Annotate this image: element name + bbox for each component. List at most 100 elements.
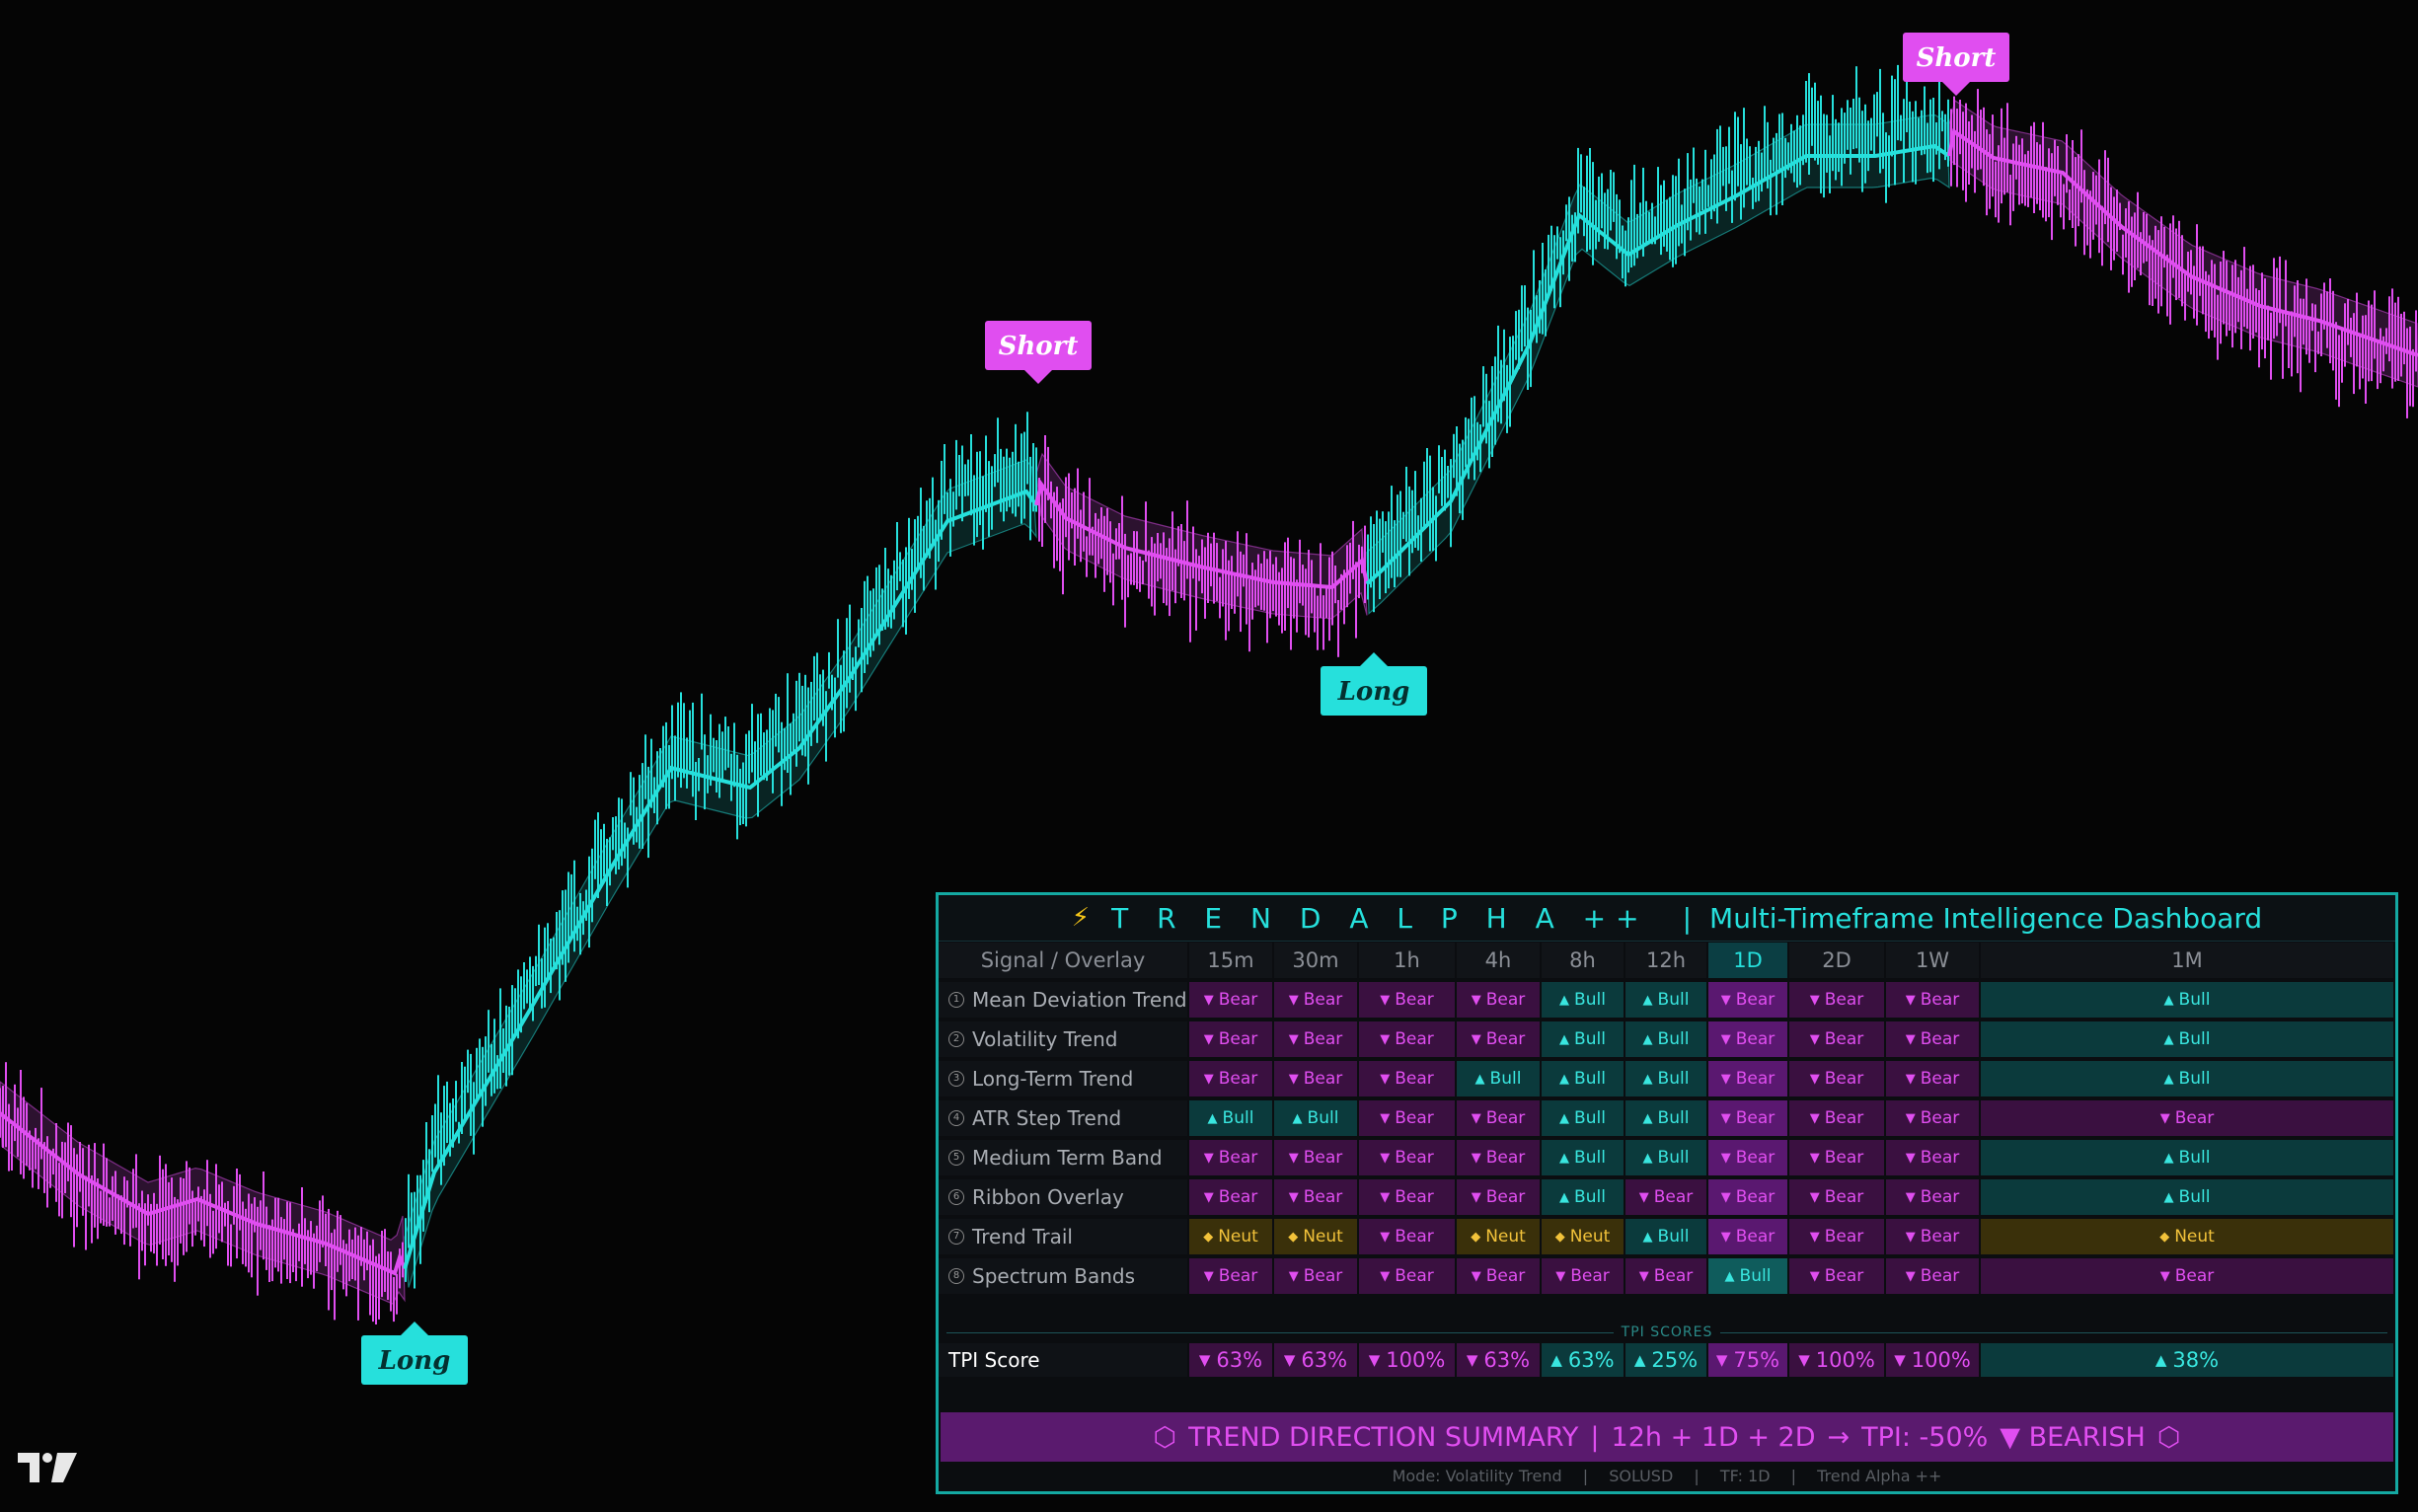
tf-header-1M: 1M — [1981, 943, 2395, 980]
triangle-down-icon: ▼ — [1471, 1189, 1481, 1205]
signal-value: Bear — [1218, 990, 1258, 1010]
signal-value: Bear — [1395, 1148, 1434, 1168]
triangle-down-icon: ▼ — [1203, 1189, 1214, 1205]
signal-value: Bear — [1735, 1187, 1776, 1207]
signal-value: Bear — [1303, 1148, 1343, 1168]
signal-cell: ▼ Bear — [1789, 1258, 1886, 1296]
signal-cell: ▼ Bear — [1274, 1061, 1359, 1098]
signal-label: 7 Trend Trail — [939, 1219, 1189, 1256]
signal-cell: ▼ Bear — [1886, 982, 1981, 1020]
signal-value: Bull — [1657, 1069, 1690, 1089]
signal-value: Neut — [2174, 1227, 2215, 1247]
footer-timeframe: TF: 1D — [1719, 1467, 1771, 1485]
signal-value: Bull — [1657, 1029, 1690, 1049]
signal-cell: ▲ Bull — [1625, 982, 1708, 1020]
triangle-up-icon: ▲ — [1642, 1071, 1653, 1087]
triangle-up-icon: ▲ — [1559, 992, 1570, 1008]
short-signal-label: Short — [985, 321, 1092, 384]
summary-separator: | — [1590, 1421, 1600, 1453]
trend-summary-banner: ⬡ TREND DIRECTION SUMMARY | 12h + 1D + 2… — [941, 1412, 2393, 1462]
triangle-up-icon: ▲ — [2154, 1351, 2167, 1369]
signal-cell: ▼ Bear — [1789, 1219, 1886, 1256]
signal-value: Bear — [1218, 1266, 1258, 1286]
tpi-cell: ▼ 100% — [1789, 1343, 1886, 1379]
tf-header-15m: 15m — [1189, 943, 1274, 980]
signal-value: Bear — [1735, 1029, 1776, 1049]
tpi-cell: ▼ 100% — [1359, 1343, 1457, 1379]
triangle-down-icon: ▼ — [1809, 1110, 1820, 1126]
summary-tpi: TPI: -50% — [1861, 1421, 1989, 1453]
signal-value: Bear — [1303, 1266, 1343, 1286]
triangle-down-icon: ▼ — [1638, 1189, 1649, 1205]
signal-cell: ▼ Bear — [1274, 1140, 1359, 1177]
triangle-up-icon: ▲ — [2163, 1071, 2174, 1087]
signal-cell: ▼ Bear — [1981, 1258, 2395, 1296]
signal-cell: ▲ Bull — [1542, 1179, 1625, 1217]
triangle-down-icon: ▼ — [1203, 1150, 1214, 1166]
triangle-up-icon: ▲ — [2163, 992, 2174, 1008]
triangle-down-icon: ▼ — [1380, 1071, 1391, 1087]
triangle-down-icon: ▼ — [1720, 1110, 1731, 1126]
triangle-down-icon: ▼ — [1203, 1031, 1214, 1047]
signal-cell: ▼ Bear — [1189, 1179, 1274, 1217]
triangle-up-icon: ▲ — [2163, 1150, 2174, 1166]
row-number-icon: 7 — [948, 1229, 964, 1245]
tpi-value: 63% — [1567, 1348, 1615, 1372]
signal-cell: ▼ Bear — [1625, 1179, 1708, 1217]
signal-value: Bear — [1824, 1187, 1864, 1207]
tf-header-1D: 1D — [1708, 943, 1789, 980]
signal-value: Bear — [1824, 1266, 1864, 1286]
tf-header-30m: 30m — [1274, 943, 1359, 980]
title-separator: | — [1682, 901, 1693, 935]
triangle-up-icon: ▲ — [1642, 1150, 1653, 1166]
signal-cell: ▲ Bull — [1981, 1140, 2395, 1177]
signal-value: Bear — [1395, 990, 1434, 1010]
diamond-icon: ◆ — [1203, 1229, 1214, 1245]
signal-cell: ▼ Bear — [1708, 1100, 1789, 1138]
signal-cell: ▼ Bear — [1189, 1061, 1274, 1098]
signal-cell: ▼ Bear — [1359, 1100, 1457, 1138]
signal-value: Bear — [1303, 1069, 1343, 1089]
hexagon-icon: ⬡ — [2156, 1421, 2181, 1453]
row-number-icon: 8 — [948, 1268, 964, 1284]
signal-cell: ▼ Bear — [1542, 1258, 1625, 1296]
signal-cell: ▼ Bear — [1789, 1021, 1886, 1059]
signal-value: Bear — [2174, 1108, 2215, 1128]
triangle-down-icon: ▼ — [1720, 1071, 1731, 1087]
mtf-dashboard: ⚡ T R E N D A L P H A ++ | Multi-Timefra… — [936, 892, 2398, 1494]
signal-cell: ▼ Bear — [1457, 1021, 1542, 1059]
long-signal-label: Long — [361, 1322, 468, 1385]
trend-ma-line-4 — [1947, 127, 2418, 357]
signal-value: Bull — [1574, 1069, 1606, 1089]
signal-cell: ▼ Bear — [1981, 1100, 2395, 1138]
triangle-up-icon: ▲ — [1207, 1110, 1218, 1126]
triangle-down-icon: ▼ — [1798, 1351, 1810, 1369]
signal-value: Bear — [1920, 1148, 1960, 1168]
row-number-icon: 2 — [948, 1031, 964, 1047]
brand-name: T R E N D A L P H A ++ — [1111, 901, 1649, 935]
signal-cell: ▼ Bear — [1708, 1140, 1789, 1177]
signal-cell: ▲ Bull — [1542, 1100, 1625, 1138]
row-number-icon: 4 — [948, 1110, 964, 1126]
triangle-down-icon: ▼ — [1288, 1268, 1299, 1284]
signal-value: Bear — [1303, 990, 1343, 1010]
summary-combo: 12h + 1D + 2D — [1611, 1421, 1816, 1453]
signal-value: Bear — [1824, 1108, 1864, 1128]
triangle-down-icon: ▼ — [1715, 1351, 1728, 1369]
signal-cell: ▼ Bear — [1457, 1258, 1542, 1296]
signal-value: Bear — [1395, 1266, 1434, 1286]
dashboard-footer: Mode: Volatility Trend | SOLUSD | TF: 1D… — [939, 1467, 2395, 1485]
signal-cell: ▼ Bear — [1189, 1140, 1274, 1177]
tpi-cell: ▲ 38% — [1981, 1343, 2395, 1379]
signal-value: Bear — [1735, 1148, 1776, 1168]
triangle-up-icon: ▲ — [2163, 1031, 2174, 1047]
signal-cell: ▼ Bear — [1708, 1219, 1789, 1256]
signal-cell: ▼ Bear — [1886, 1100, 1981, 1138]
triangle-up-icon: ▲ — [1559, 1071, 1570, 1087]
diamond-icon: ◆ — [1471, 1229, 1481, 1245]
triangle-down-icon: ▼ — [1368, 1351, 1381, 1369]
tf-header-1W: 1W — [1886, 943, 1981, 980]
signal-cell: ▼ Bear — [1886, 1219, 1981, 1256]
triangle-up-icon: ▲ — [1633, 1351, 1646, 1369]
